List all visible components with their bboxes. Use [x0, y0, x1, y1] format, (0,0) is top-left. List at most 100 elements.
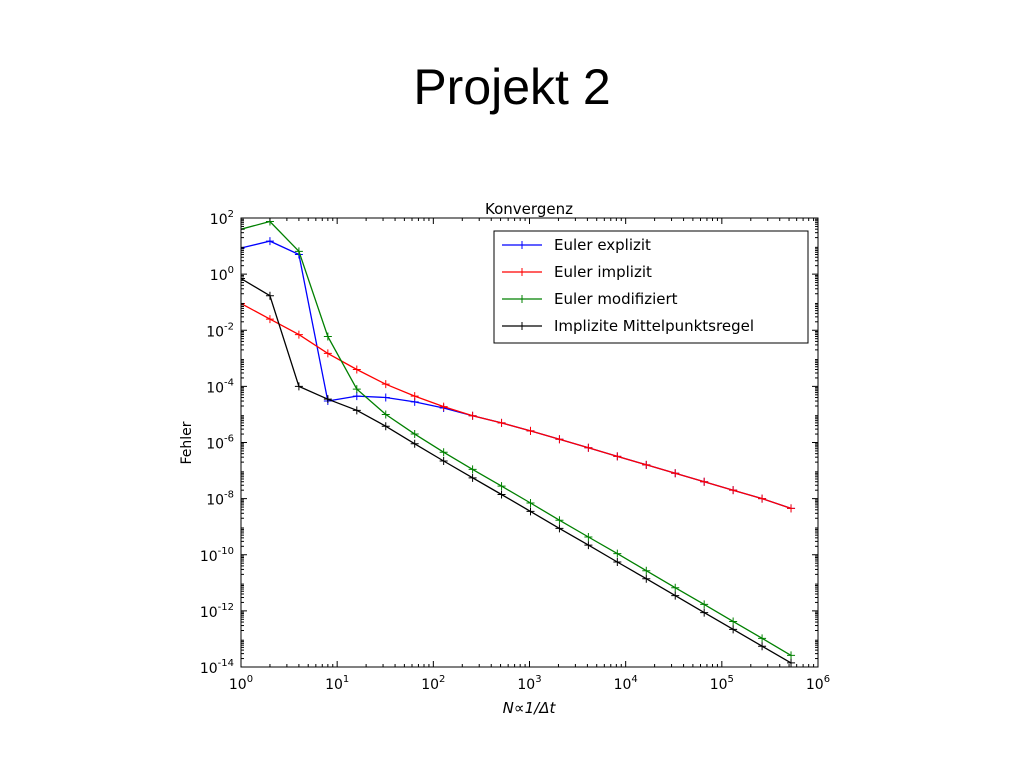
series-1-marker-3: [323, 349, 332, 358]
legend-label-2: Euler modifiziert: [554, 290, 678, 308]
x-tick-label-0: 100: [229, 674, 253, 693]
series-1-marker-13: [613, 452, 622, 461]
x-tick-base-6: 10: [806, 677, 824, 693]
y-tick-label-0: 102: [210, 209, 234, 228]
series-3-marker-9: [497, 490, 506, 499]
series-3: [241, 274, 796, 667]
series-3-marker-5: [381, 422, 390, 431]
legend-label-3: Implizite Mittelpunktsregel: [554, 317, 754, 335]
x-tick-exp-1: 1: [343, 674, 349, 685]
series-3-marker-11: [555, 524, 564, 533]
tick-layer: 100 101 102 103 104 105 10610210010-210-410-61…: [200, 209, 830, 693]
series-3-marker-6: [410, 439, 419, 448]
x-tick-base-5: 10: [710, 677, 728, 693]
x-tick-base-2: 10: [421, 677, 439, 693]
x-tick-exp-5: 5: [728, 674, 734, 685]
y-tick-exp-8: -14: [218, 658, 234, 669]
y-tick-base-1: 10: [210, 268, 228, 284]
series-2-marker-6: [410, 430, 419, 439]
y-tick-exp-7: -12: [218, 602, 234, 613]
x-tick-base-3: 10: [517, 677, 535, 693]
series-1-marker-6: [410, 392, 419, 401]
y-tick-exp-1: 0: [228, 265, 234, 276]
series-0-marker-5: [381, 393, 390, 402]
x-tick-exp-0: 0: [247, 674, 253, 685]
series-1-marker-5: [381, 380, 390, 389]
chart-title: Konvergenz: [485, 200, 573, 218]
legend-label-1: Euler implizit: [554, 263, 652, 281]
series-line-3: [241, 277, 792, 664]
y-tick-base-4: 10: [206, 437, 224, 453]
series-2-marker-8: [468, 465, 477, 474]
series-1-marker-12: [584, 443, 593, 452]
y-tick-base-6: 10: [200, 549, 218, 565]
legend-label-0: Euler explizit: [554, 236, 651, 254]
series-3-marker-7: [439, 456, 448, 465]
slide-title: Projekt 2: [413, 59, 611, 115]
series-2-marker-4: [352, 385, 361, 394]
y-tick-base-2: 10: [206, 324, 224, 340]
series-1-marker-7: [439, 402, 448, 411]
y-tick-exp-0: 2: [228, 209, 234, 220]
series-3-marker-16: [700, 608, 709, 617]
series-0-marker-1: [265, 237, 274, 246]
x-tick-label-2: 102: [421, 674, 445, 693]
y-tick-base-0: 10: [210, 212, 228, 228]
y-tick-base-5: 10: [206, 493, 224, 509]
series-2-marker-7: [439, 448, 448, 457]
y-tick-exp-6: -10: [218, 546, 234, 557]
series-1-marker-2: [294, 330, 303, 339]
y-tick-label-7: 10-12: [200, 602, 234, 621]
x-tick-label-1: 101: [325, 674, 349, 693]
series-3-marker-14: [642, 574, 651, 583]
series-1-marker-16: [700, 477, 709, 486]
series-2-marker-10: [526, 498, 535, 507]
x-tick-label-3: 103: [517, 674, 541, 693]
series-1-marker-10: [526, 426, 535, 435]
legend: Euler explizit Euler implizit Euler modifi…: [493, 230, 809, 344]
series-3-marker-3: [323, 395, 332, 404]
series-line-1: [241, 302, 792, 510]
series-1-marker-17: [729, 486, 738, 495]
x-tick-label-4: 104: [614, 674, 638, 693]
y-tick-exp-2: -2: [224, 321, 234, 332]
y-tick-label-3: 10-4: [206, 377, 234, 396]
series-1-marker-8: [468, 411, 477, 420]
y-tick-label-5: 10-8: [206, 490, 234, 509]
x-tick-label-5: 105: [710, 674, 734, 693]
series-2-marker-9: [497, 482, 506, 491]
x-tick-exp-3: 3: [535, 674, 541, 685]
y-tick-label-8: 10-14: [200, 658, 234, 677]
x-tick-exp-6: 6: [824, 674, 830, 685]
series-1-marker-19: [787, 504, 796, 513]
series-1-marker-11: [555, 435, 564, 444]
y-tick-label-1: 100: [210, 265, 234, 284]
series-2-marker-12: [584, 532, 593, 541]
y-tick-base-3: 10: [206, 380, 224, 396]
series-1-marker-14: [642, 460, 651, 469]
series-3-marker-2: [294, 382, 303, 391]
series-1-marker-4: [352, 365, 361, 374]
x-tick-base-0: 10: [229, 677, 247, 693]
series-3-marker-4: [352, 406, 361, 415]
series-2-marker-3: [323, 332, 332, 341]
series-1-marker-1: [265, 315, 274, 324]
series-3-marker-17: [729, 625, 738, 634]
series-layer: [241, 218, 796, 667]
x-tick-base-4: 10: [614, 677, 632, 693]
series-2-marker-19: [787, 651, 796, 660]
series-3-marker-8: [468, 473, 477, 482]
y-axis-label: Fehler: [179, 421, 195, 464]
series-2-marker-15: [671, 583, 680, 592]
y-tick-exp-5: -8: [224, 490, 234, 501]
series-3-marker-12: [584, 541, 593, 550]
series-2: [241, 218, 796, 660]
y-tick-label-4: 10-6: [206, 434, 234, 453]
y-tick-exp-4: -6: [224, 434, 234, 445]
series-1-marker-18: [758, 494, 767, 503]
x-tick-label-6: 106: [806, 674, 830, 693]
series-0-marker-0: [241, 244, 245, 253]
series-1-marker-15: [671, 469, 680, 478]
series-2-marker-5: [381, 410, 390, 419]
